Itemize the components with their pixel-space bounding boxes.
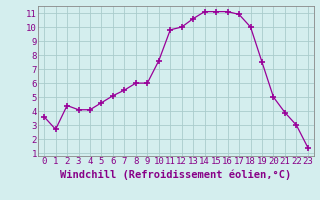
X-axis label: Windchill (Refroidissement éolien,°C): Windchill (Refroidissement éolien,°C) [60,169,292,180]
